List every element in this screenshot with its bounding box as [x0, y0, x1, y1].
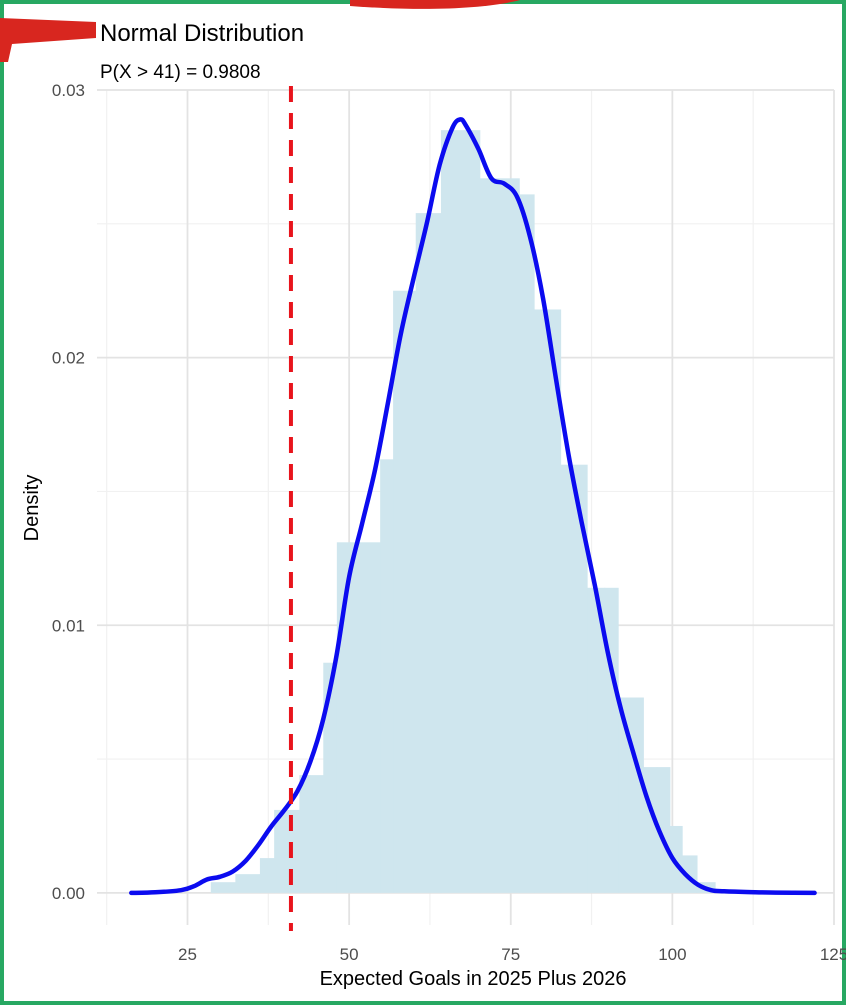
histogram-bar — [440, 130, 481, 893]
histogram-bar — [618, 697, 644, 893]
histogram-bar — [259, 858, 275, 893]
y-tick-label: 0.00 — [52, 884, 85, 903]
histogram-bar — [210, 882, 236, 893]
x-tick-label: 125 — [820, 945, 846, 964]
x-tick-label: 100 — [658, 945, 686, 964]
y-tick-label: 0.03 — [52, 81, 85, 100]
histogram-bar — [519, 194, 535, 893]
histogram-bar — [587, 587, 606, 893]
histogram-bar — [604, 587, 619, 893]
histogram-bar — [350, 542, 381, 893]
top-accent — [0, 0, 520, 62]
y-tick-labels: 0.00 0.01 0.02 0.03 — [52, 81, 85, 903]
histogram-bar — [274, 809, 300, 893]
y-axis-label: Density — [21, 475, 43, 542]
density-curve — [129, 117, 817, 896]
histogram-bar — [415, 213, 442, 893]
x-axis-label: Expected Goals in 2025 Plus 2026 — [320, 968, 627, 990]
histogram-bar — [235, 874, 261, 893]
x-tick-label: 25 — [178, 945, 197, 964]
y-tick-label: 0.02 — [52, 349, 85, 368]
histogram-bar — [493, 178, 520, 893]
histogram-bar — [479, 178, 495, 893]
histogram-bar — [323, 662, 338, 893]
x-tick-label: 50 — [340, 945, 359, 964]
histogram-bar — [380, 459, 394, 893]
histogram-bar — [669, 825, 683, 893]
histogram-bar — [310, 775, 324, 893]
histogram-bars — [210, 130, 716, 893]
x-tick-labels: 25 50 75 100 125 — [178, 945, 846, 964]
x-tick-label: 75 — [501, 945, 520, 964]
y-tick-label: 0.01 — [52, 616, 85, 635]
histogram-bar — [534, 309, 562, 893]
histogram-bar — [656, 767, 671, 893]
chart-subtitle: P(X > 41) = 0.9808 — [100, 62, 261, 83]
histogram-bar — [299, 775, 311, 893]
histogram-bar — [393, 290, 417, 893]
chart-title: Normal Distribution — [100, 20, 304, 47]
